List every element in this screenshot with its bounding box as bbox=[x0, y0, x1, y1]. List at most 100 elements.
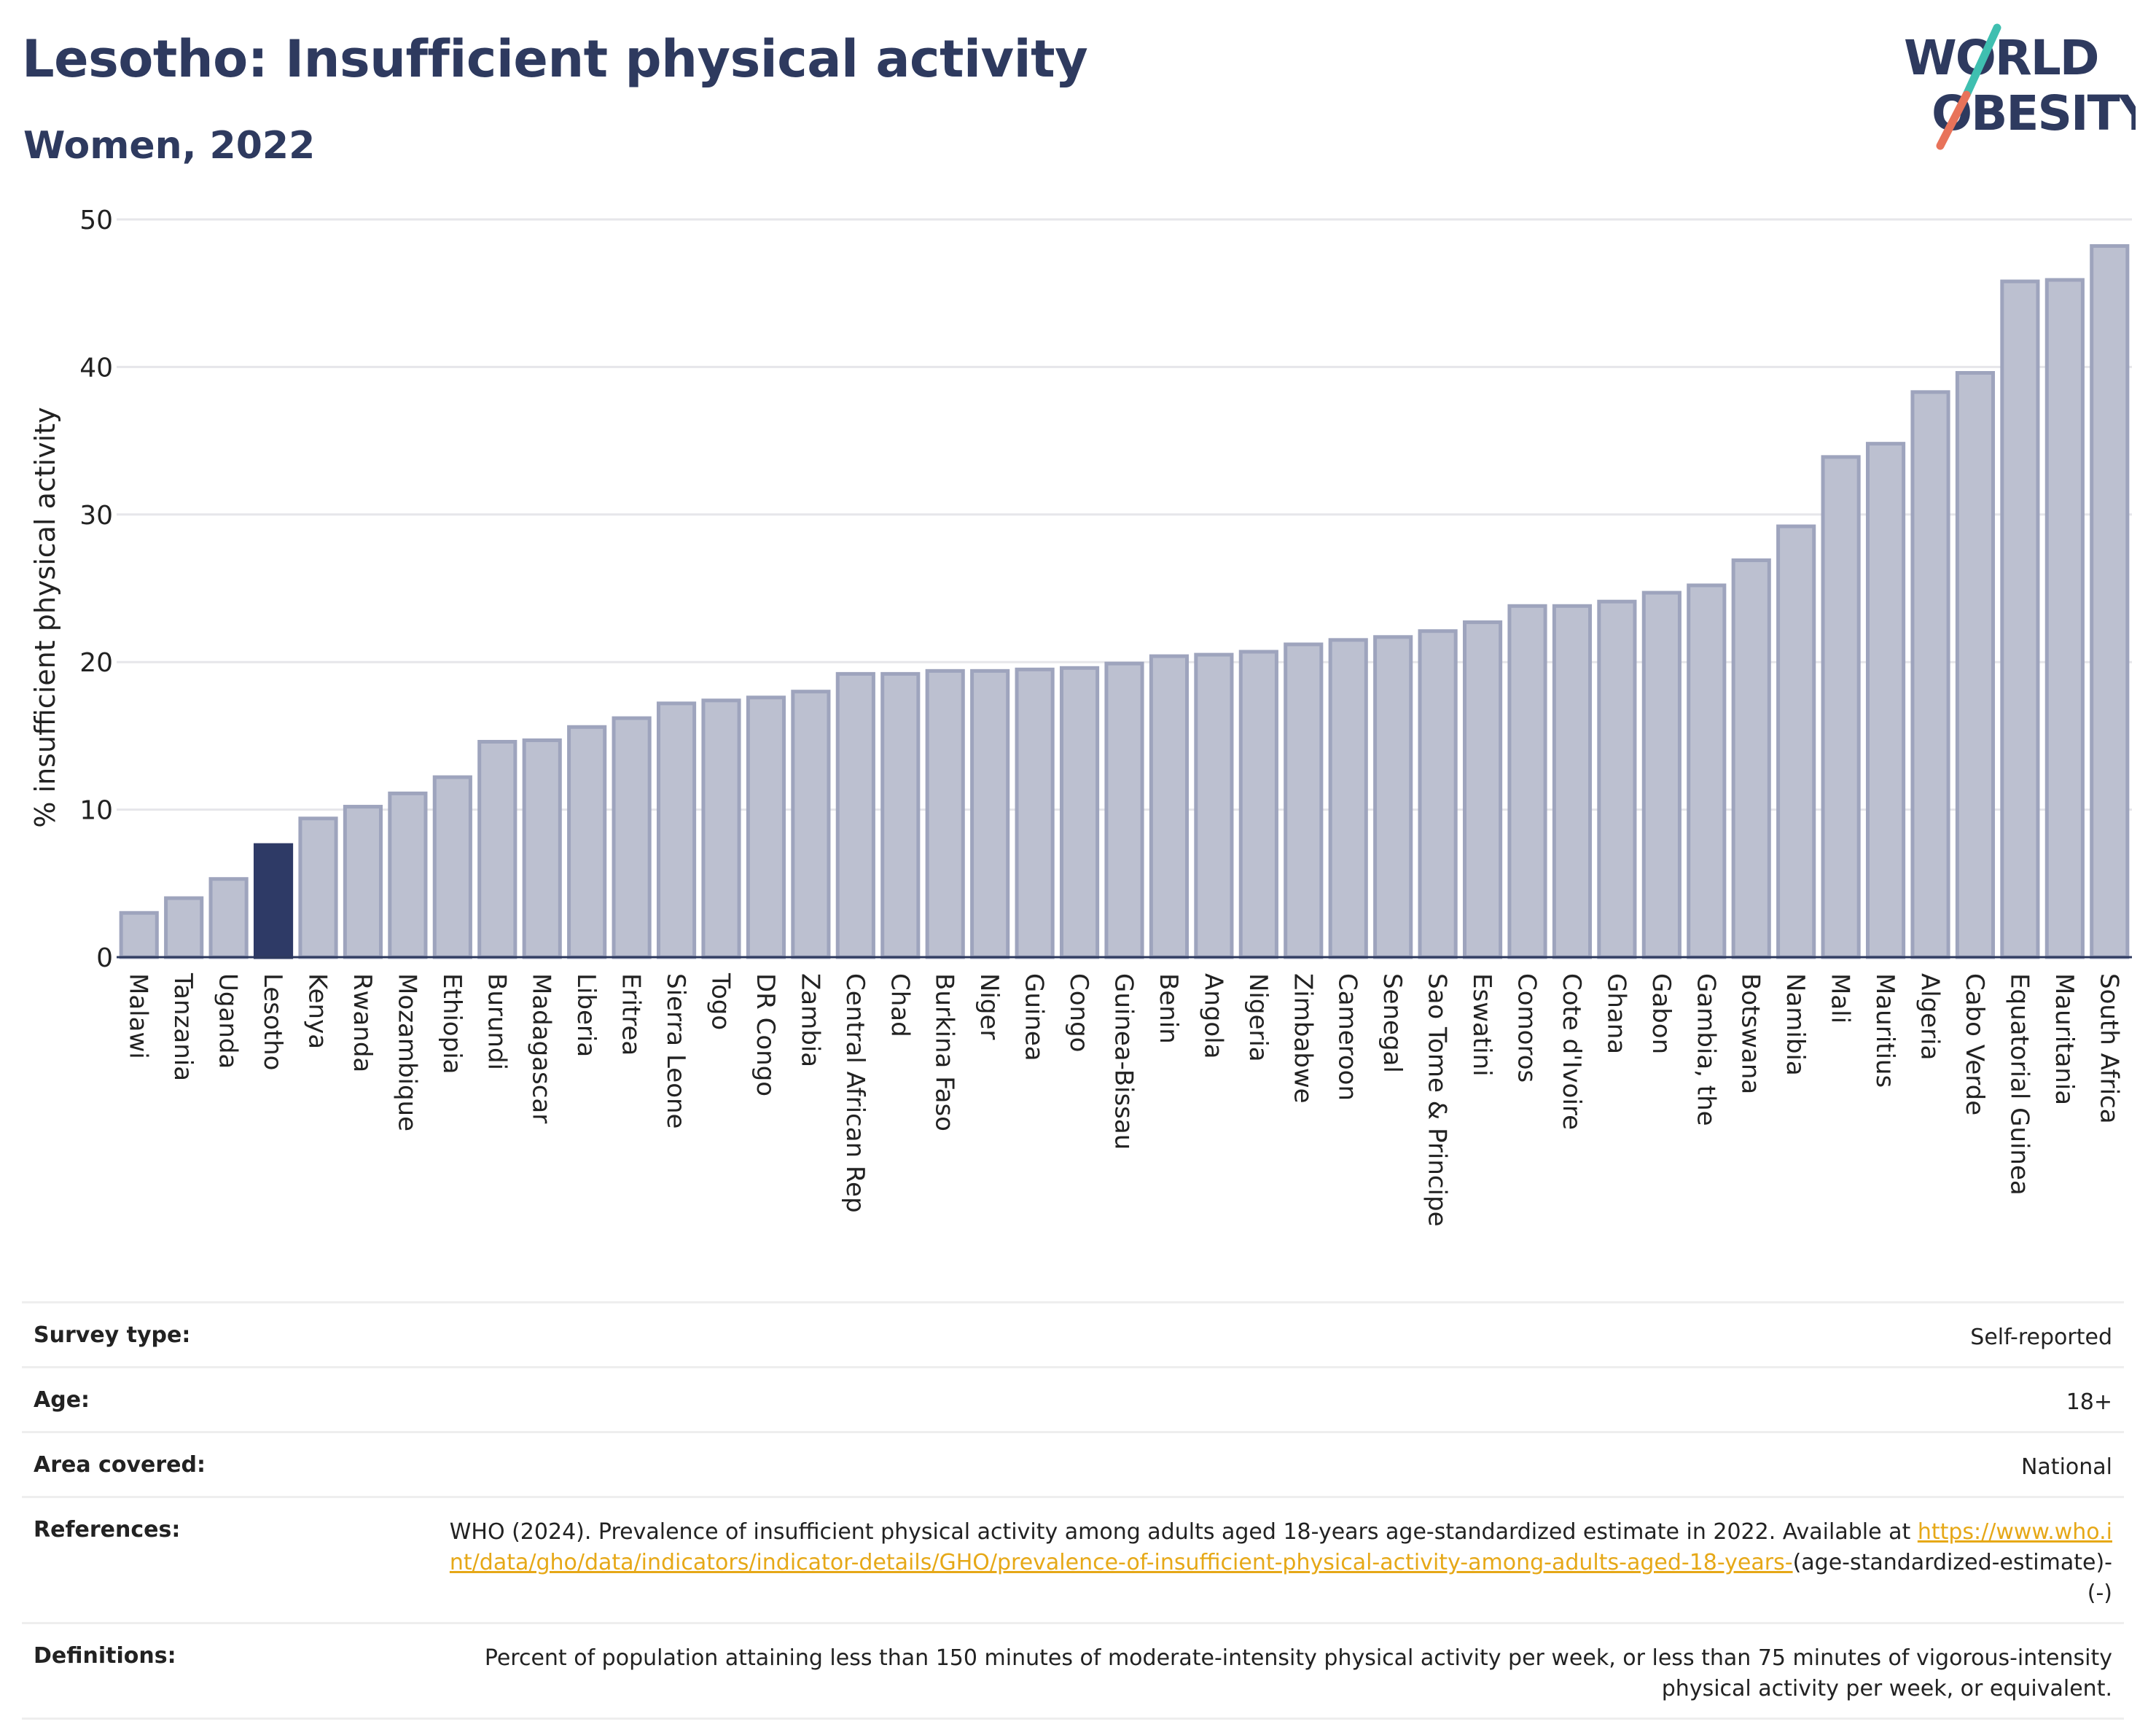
bar bbox=[567, 725, 607, 959]
x-tick-label: Equatorial Guinea bbox=[2004, 973, 2034, 1196]
y-tick-label: 30 bbox=[79, 501, 113, 531]
bar bbox=[1462, 620, 1503, 959]
x-tick-label: Nigeria bbox=[1243, 973, 1273, 1062]
bar bbox=[656, 701, 697, 959]
info-row-references: References: WHO (2024). Prevalence of in… bbox=[22, 1496, 2124, 1622]
bar bbox=[298, 816, 338, 959]
bar bbox=[1955, 370, 1996, 959]
x-tick-label: Madagascar bbox=[527, 973, 556, 1123]
y-tick-label: 40 bbox=[79, 353, 113, 383]
x-tick-label: Sao Tome & Principe bbox=[1423, 973, 1452, 1227]
x-tick-label: Eritrea bbox=[617, 973, 646, 1056]
x-tick-label: Gabon bbox=[1647, 973, 1676, 1054]
bar bbox=[477, 739, 517, 959]
x-tick-label: Sierra Leone bbox=[661, 973, 690, 1128]
bar bbox=[1687, 583, 1727, 959]
bar bbox=[1238, 650, 1278, 959]
references-label: References: bbox=[34, 1517, 181, 1543]
bar bbox=[880, 671, 921, 959]
x-tick-label: Cameroon bbox=[1333, 973, 1362, 1101]
bar bbox=[343, 805, 383, 959]
bar bbox=[1284, 642, 1324, 959]
bar bbox=[612, 716, 652, 959]
logo-slash-coral bbox=[1936, 90, 1971, 150]
x-tick-label: Lesotho bbox=[258, 973, 287, 1070]
bar bbox=[1059, 666, 1100, 959]
x-tick-label: Mozambique bbox=[392, 973, 421, 1131]
bar bbox=[746, 695, 786, 959]
age-label: Age: bbox=[34, 1387, 90, 1413]
bar bbox=[1597, 599, 1637, 959]
info-row-definitions: Definitions: Percent of population attai… bbox=[22, 1622, 2124, 1720]
x-tick-label: Angola bbox=[1198, 973, 1227, 1058]
info-row-survey-type: Survey type: Self-reported bbox=[22, 1301, 2124, 1366]
x-tick-label: Kenya bbox=[303, 973, 332, 1049]
bar bbox=[1015, 667, 1055, 959]
area-value: National bbox=[2020, 1454, 2112, 1480]
bar bbox=[432, 775, 472, 959]
bar bbox=[835, 671, 875, 959]
y-tick-label: 20 bbox=[79, 648, 113, 678]
references-text: WHO (2024). Prevalence of insufficient p… bbox=[449, 1519, 1911, 1545]
x-tick-label: Burkina Faso bbox=[930, 973, 959, 1131]
x-tick-label: Liberia bbox=[571, 973, 601, 1057]
bar bbox=[1776, 524, 1816, 959]
age-value: 18+ bbox=[2066, 1389, 2112, 1415]
x-tick-label: Tanzania bbox=[168, 972, 198, 1081]
x-tick-label: Algeria bbox=[1915, 973, 1945, 1060]
area-label: Area covered: bbox=[34, 1452, 206, 1478]
x-tick-label: Senegal bbox=[1378, 973, 1407, 1073]
bar bbox=[701, 698, 741, 959]
chart-title: Lesotho: Insufficient physical activity bbox=[22, 29, 1088, 89]
x-tick-label: Mali bbox=[1826, 973, 1855, 1024]
y-axis-ticks: 0 10 20 30 40 50 bbox=[79, 206, 113, 973]
info-row-area: Area covered: National bbox=[22, 1431, 2124, 1496]
bar bbox=[1149, 654, 1190, 959]
bar bbox=[1418, 629, 1458, 959]
logo-line-2: OBESITY bbox=[1932, 85, 2136, 141]
x-tick-label: Mauritania bbox=[2050, 973, 2079, 1105]
bar-highlight bbox=[253, 843, 294, 959]
x-tick-label: Chad bbox=[885, 973, 914, 1037]
world-obesity-logo: WORLD OBESITY bbox=[1904, 23, 2136, 150]
x-tick-label: Gambia, the bbox=[1691, 973, 1720, 1126]
x-tick-label: Benin bbox=[1154, 973, 1183, 1044]
x-tick-label: Comoros bbox=[1512, 973, 1542, 1083]
definitions-label: Definitions: bbox=[34, 1643, 176, 1669]
x-tick-label: Niger bbox=[975, 973, 1004, 1040]
bar bbox=[1507, 604, 1547, 959]
x-tick-label: Guinea-Bissau bbox=[1109, 973, 1138, 1150]
logo-slash-teal bbox=[1962, 23, 2001, 99]
x-tick-label: Congo bbox=[1064, 973, 1093, 1052]
x-tick-label: Namibia bbox=[1781, 973, 1810, 1076]
info-table: Survey type: Self-reported Age: 18+ Area… bbox=[22, 1301, 2124, 1720]
y-tick-label: 50 bbox=[79, 206, 113, 235]
y-axis-label: % insufficient physical activity bbox=[29, 407, 61, 827]
bars bbox=[119, 243, 2130, 959]
bar bbox=[1821, 455, 1861, 959]
references-suffix: (age-standardized-estimate)-(-) bbox=[1792, 1550, 2112, 1606]
x-tick-label: Malawi bbox=[124, 973, 153, 1059]
references-link[interactable]: https://www.who.int/data/gho/data/indica… bbox=[449, 1519, 2112, 1575]
bar bbox=[1373, 635, 1413, 959]
survey-type-value: Self-reported bbox=[1970, 1325, 2112, 1350]
x-tick-label: Ethiopia bbox=[437, 973, 466, 1074]
bar bbox=[388, 791, 428, 959]
definitions-value: Percent of population attaining less tha… bbox=[484, 1645, 2112, 1701]
chart-subtitle: Women, 2022 bbox=[23, 124, 316, 168]
y-tick-label: 0 bbox=[96, 943, 113, 973]
x-tick-label: Ghana bbox=[1601, 973, 1630, 1054]
bar bbox=[1194, 652, 1234, 959]
x-tick-label: DR Congo bbox=[751, 973, 780, 1096]
x-axis-tick-labels: Malawi Tanzania Uganda Lesotho Kenya Rwanda Mo… bbox=[124, 972, 2124, 1227]
survey-type-label: Survey type: bbox=[34, 1322, 191, 1348]
bar bbox=[925, 668, 965, 959]
bar bbox=[2090, 243, 2130, 959]
x-tick-label: Burundi bbox=[482, 973, 511, 1070]
bar bbox=[208, 877, 249, 959]
x-tick-label: Zambia bbox=[795, 973, 824, 1067]
bar-chart: 0 10 20 30 40 50 % insufficient physical acti… bbox=[29, 206, 2132, 1227]
logo-line-1: WORLD bbox=[1904, 30, 2098, 86]
bar bbox=[522, 738, 562, 959]
bar bbox=[1552, 604, 1593, 959]
